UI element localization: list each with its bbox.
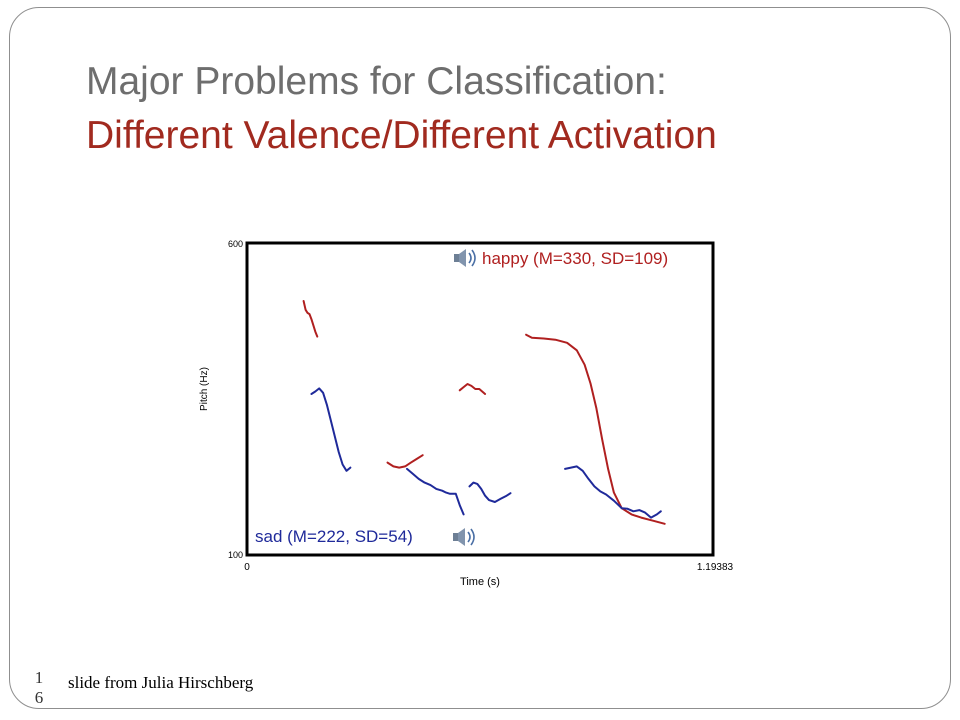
slide-frame: Major Problems for Classification: Diffe… — [9, 7, 951, 709]
speaker-icon[interactable] — [453, 528, 475, 546]
sad-pitch-line-2 — [406, 467, 465, 516]
speaker-icon[interactable] — [454, 249, 476, 267]
happy-pitch-line-1 — [302, 300, 319, 338]
y-tick-label-top: 600 — [228, 239, 243, 249]
slide-number-digit-2: 6 — [34, 688, 44, 707]
y-axis-label: Pitch (Hz) — [199, 367, 210, 411]
slide-number: 1 6 — [32, 668, 46, 708]
slide-title: Major Problems for Classification: Diffe… — [86, 55, 926, 163]
legend-sad: sad (M=222, SD=54) — [255, 527, 413, 546]
title-line-1: Major Problems for Classification: — [86, 60, 667, 103]
slide-number-digit-1: 1 — [34, 668, 44, 687]
happy-pitch-line-3 — [458, 383, 487, 395]
plot-frame — [245, 241, 715, 557]
happy-pitch-line-2 — [386, 454, 424, 469]
x-axis-label: Time (s) — [460, 576, 500, 588]
sad-pitch-line-3 — [468, 481, 512, 503]
y-tick-label-bottom: 100 — [228, 550, 243, 560]
legend-happy: happy (M=330, SD=109) — [482, 249, 668, 268]
sad-pitch-line-1 — [310, 387, 352, 472]
footer-credit: slide from Julia Hirschberg — [68, 673, 254, 692]
title-line-2: Different Valence/Different Activation — [86, 114, 717, 157]
sad-pitch-line-4 — [564, 465, 662, 519]
x-tick-label-start: 0 — [244, 562, 250, 573]
x-tick-label-end: 1.19383 — [697, 562, 734, 573]
happy-pitch-line-4 — [525, 333, 666, 525]
